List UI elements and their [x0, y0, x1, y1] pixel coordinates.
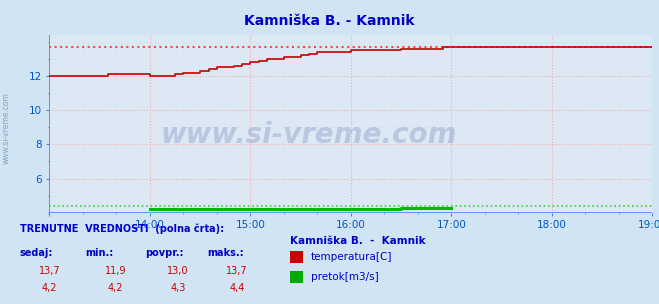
Text: www.si-vreme.com: www.si-vreme.com — [160, 121, 457, 149]
Text: 11,9: 11,9 — [105, 266, 126, 276]
Text: 13,7: 13,7 — [227, 266, 248, 276]
Text: 4,2: 4,2 — [42, 283, 57, 293]
Text: 13,7: 13,7 — [39, 266, 60, 276]
Text: Kamniška B.  -  Kamnik: Kamniška B. - Kamnik — [290, 236, 426, 246]
Text: povpr.:: povpr.: — [145, 248, 183, 258]
Text: Kamniška B. - Kamnik: Kamniška B. - Kamnik — [244, 14, 415, 28]
Text: min.:: min.: — [86, 248, 114, 258]
Text: maks.:: maks.: — [208, 248, 244, 258]
Text: www.si-vreme.com: www.si-vreme.com — [2, 92, 11, 164]
Text: sedaj:: sedaj: — [20, 248, 53, 258]
Text: pretok[m3/s]: pretok[m3/s] — [311, 272, 379, 282]
Text: 4,4: 4,4 — [229, 283, 245, 293]
Text: 13,0: 13,0 — [167, 266, 188, 276]
Text: TRENUTNE  VREDNOSTI  (polna črta):: TRENUTNE VREDNOSTI (polna črta): — [20, 223, 224, 234]
Text: 4,3: 4,3 — [170, 283, 186, 293]
Text: temperatura[C]: temperatura[C] — [311, 252, 393, 262]
Text: 4,2: 4,2 — [107, 283, 123, 293]
